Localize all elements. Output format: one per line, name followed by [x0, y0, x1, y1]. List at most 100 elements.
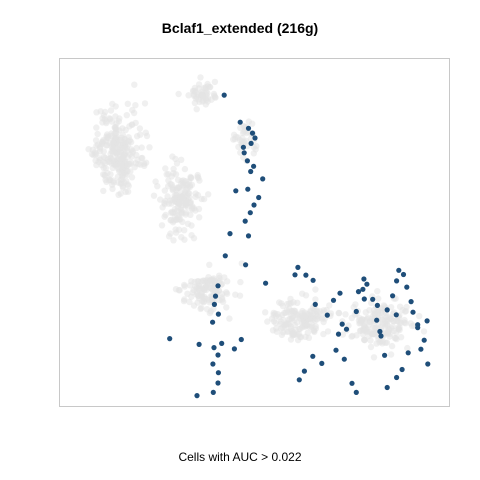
highlighted-cell-point [227, 231, 233, 237]
background-cell [376, 339, 383, 346]
background-cell [121, 145, 128, 152]
background-cell [94, 130, 101, 138]
background-cell [136, 125, 144, 132]
background-cell [197, 74, 204, 81]
background-cell [132, 102, 139, 109]
highlighted-cell-point [215, 283, 221, 289]
highlighted-cell-point [194, 393, 200, 399]
highlighted-cell-point [425, 361, 431, 367]
highlighted-cell-point [248, 140, 254, 146]
background-cell [371, 325, 378, 332]
background-cell [200, 298, 207, 305]
background-cell [195, 81, 203, 88]
background-cell [207, 285, 215, 292]
highlighted-cell-point [339, 321, 345, 327]
background-cell [205, 191, 212, 198]
background-cell [296, 325, 304, 332]
background-cell [286, 320, 293, 328]
background-cell [120, 139, 127, 146]
background-cell [100, 148, 108, 155]
background-cell [182, 178, 189, 185]
highlighted-cell-point [374, 317, 380, 323]
highlighted-cell-point [310, 277, 316, 283]
background-cell [204, 98, 211, 105]
background-cell [364, 326, 371, 334]
highlighted-cell-point [244, 158, 250, 164]
highlighted-cell-point [219, 340, 225, 346]
highlighted-cell-point [233, 188, 239, 194]
highlighted-cell-point [312, 301, 318, 307]
background-cell [114, 165, 122, 172]
background-cell [386, 333, 393, 340]
highlighted-cell-point [330, 297, 337, 303]
background-cell [161, 187, 168, 194]
background-cell [138, 144, 145, 151]
highlighted-cell-point [399, 366, 405, 373]
highlighted-cell-point [303, 272, 309, 278]
highlighted-cell-point [384, 384, 390, 391]
highlighted-cell-point [210, 361, 216, 367]
background-cell [393, 317, 400, 324]
x-axis-label: Cells with AUC > 0.022 [178, 450, 302, 464]
background-cell [117, 190, 124, 197]
background-cell [119, 184, 127, 191]
highlighted-cell-point [243, 262, 249, 268]
background-cell [287, 325, 294, 332]
chart-title: Bclaf1_extended (216g) [161, 20, 319, 36]
background-cell [162, 165, 169, 172]
background-cell [118, 170, 125, 177]
highlighted-cell-point [167, 336, 173, 342]
background-cell [386, 314, 393, 321]
highlighted-cell-point [215, 311, 221, 317]
background-cell [141, 162, 148, 169]
background-cell [169, 153, 176, 160]
highlighted-cell-point [215, 352, 221, 358]
background-cell [185, 92, 192, 99]
highlighted-cell-point [238, 336, 244, 343]
background-cell [237, 149, 244, 156]
background-cell [252, 146, 259, 153]
background-cell [128, 174, 136, 181]
background-cell [194, 171, 201, 179]
background-cell [374, 288, 381, 295]
highlighted-cell-point [260, 176, 266, 182]
highlighted-cell-point [210, 389, 216, 395]
background-cell [103, 142, 111, 149]
background-cell [107, 171, 114, 178]
background-cell [188, 222, 195, 229]
background-cell [223, 289, 230, 296]
background-cell [339, 331, 346, 338]
background-cell [211, 78, 219, 86]
background-cell [175, 216, 183, 223]
background-cell [146, 144, 153, 151]
background-cell [324, 328, 332, 335]
highlighted-cell-point [353, 308, 359, 315]
background-cell [326, 302, 333, 309]
background-cell [234, 134, 242, 141]
highlighted-cell-point [196, 341, 202, 347]
background-cell [124, 100, 131, 108]
background-cell [409, 322, 416, 330]
background-cell [118, 155, 125, 162]
background-cell [158, 222, 166, 229]
background-cell [366, 307, 373, 314]
highlighted-cell-point [378, 333, 384, 339]
background-cell [272, 319, 279, 327]
background-cell [189, 87, 197, 95]
highlighted-cell-point [361, 276, 367, 282]
background-cell [178, 234, 185, 241]
background-cell [107, 107, 115, 114]
background-cell [195, 205, 203, 213]
background-cell [193, 291, 200, 298]
background-cell [181, 227, 188, 234]
highlighted-cell-point [215, 370, 221, 376]
background-cell [420, 328, 428, 335]
background-cell [100, 187, 107, 195]
background-cell [93, 161, 100, 169]
background-cell [279, 302, 287, 310]
background-cell [290, 299, 297, 306]
background-cell [199, 92, 207, 99]
background-cell [85, 146, 92, 153]
background-cell [370, 354, 378, 361]
background-cell [210, 305, 217, 313]
